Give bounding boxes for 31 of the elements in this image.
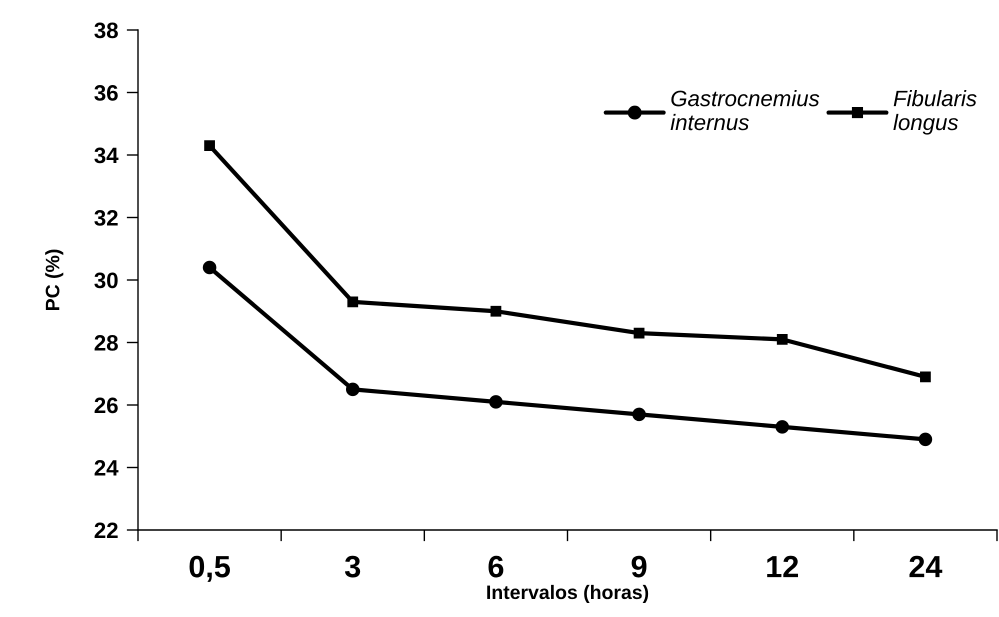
- y-tick-label: 28: [94, 335, 118, 351]
- y-tick-label: 26: [94, 398, 118, 414]
- legend-label: Gastrocnemius internus: [670, 90, 820, 130]
- x-tick-label: 24: [909, 556, 942, 578]
- point: [202, 260, 216, 274]
- x-tick-label: 0,5: [190, 556, 230, 582]
- x-tick-label: 6: [488, 556, 504, 578]
- point: [489, 395, 503, 409]
- point: [775, 420, 790, 434]
- y-axis-title: PC (%): [45, 250, 64, 310]
- x-tick-label: 3: [344, 556, 360, 578]
- point: [490, 306, 502, 317]
- y-tick-label: 22: [94, 522, 118, 538]
- x-axis-title: Intervalos (horas): [487, 584, 648, 603]
- y-tick-label: 36: [94, 85, 118, 101]
- y-tick-label: 32: [94, 210, 118, 226]
- point: [632, 408, 646, 422]
- point: [920, 371, 931, 382]
- y-tick-label: 34: [94, 148, 118, 164]
- y-tick-label: 30: [94, 272, 118, 288]
- point: [776, 334, 788, 345]
- legend-label: Fibularis longus: [893, 90, 977, 135]
- point: [204, 140, 215, 152]
- y-tick-label: 24: [94, 460, 118, 476]
- point: [634, 328, 644, 339]
- point: [347, 296, 358, 308]
- x-tick-label: 9: [632, 556, 646, 578]
- y-tick-label: 38: [94, 22, 118, 38]
- point: [346, 382, 360, 396]
- point: [918, 432, 932, 446]
- x-tick-label: 12: [767, 556, 798, 578]
